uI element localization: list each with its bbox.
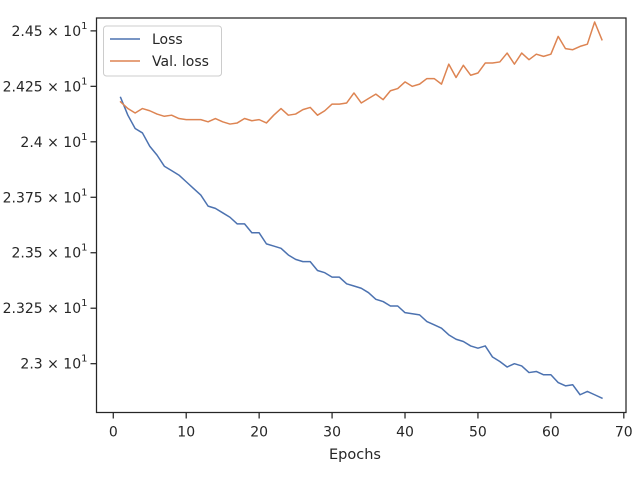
y-tick-label: 2.45 × 101 xyxy=(12,21,88,40)
x-tick-label: 10 xyxy=(177,425,195,441)
series-line-0 xyxy=(119,96,603,400)
x-tick-label: 20 xyxy=(250,425,268,441)
x-tick-label: 60 xyxy=(542,425,560,441)
x-tick-label: 70 xyxy=(615,425,633,441)
series-line-1 xyxy=(119,21,603,125)
y-tick-label: 2.4 × 101 xyxy=(20,132,87,151)
x-axis-ticks: 0 10 20 30 40 50 60 70 xyxy=(109,412,633,441)
legend-label-1: Val. loss xyxy=(152,54,209,70)
x-axis-title: Epochs xyxy=(329,447,381,463)
x-tick-label: 40 xyxy=(396,425,414,441)
x-tick-label: 0 xyxy=(109,425,118,441)
x-tick-label: 30 xyxy=(323,425,341,441)
y-tick-label: 2.35 × 101 xyxy=(12,243,88,262)
x-tick-label: 50 xyxy=(469,425,487,441)
y-tick-label: 2.3 × 101 xyxy=(20,354,87,373)
legend: Loss Val. loss xyxy=(103,25,222,77)
y-tick-label: 2.325 × 101 xyxy=(3,298,88,317)
legend-label-0: Loss xyxy=(152,32,183,48)
plot-lines xyxy=(119,21,603,400)
plot-frame xyxy=(95,17,627,414)
y-tick-label: 2.375 × 101 xyxy=(3,187,88,206)
y-axis-ticks: 2.3 × 101 2.325 × 101 2.35 × 101 2.375 × 10… xyxy=(3,21,97,373)
y-tick-label: 2.425 × 101 xyxy=(3,76,88,95)
